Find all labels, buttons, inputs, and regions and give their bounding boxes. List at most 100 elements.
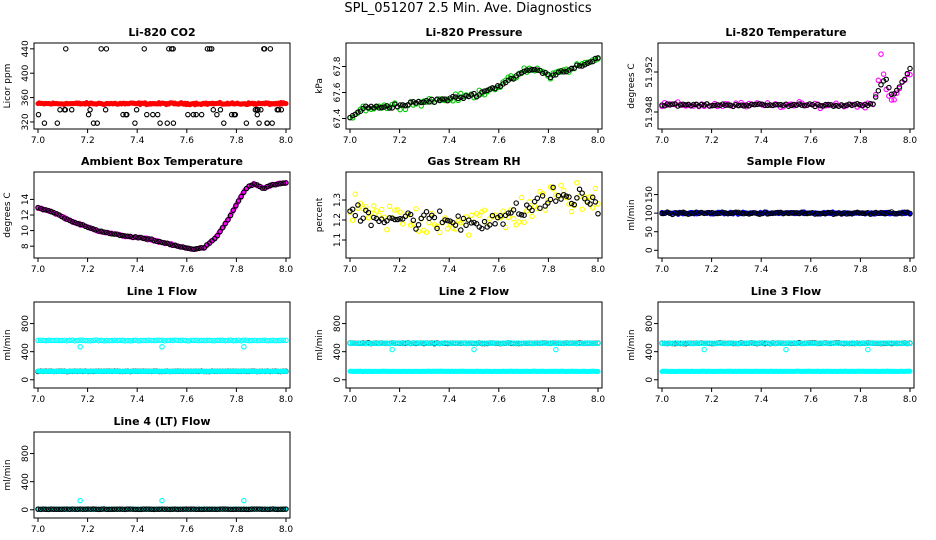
data-point-line-raw [894,340,900,347]
data-point-total [182,337,189,344]
data-point-avg [727,210,734,217]
data-point-line-raw [788,340,795,346]
data-point-line [114,506,120,512]
data-point-line [246,506,252,513]
data-point-line-raw [524,340,530,346]
data-point-line-raw [767,340,773,347]
data-point-raw [426,219,432,226]
data-point-avg [712,102,718,109]
data-point-total [114,337,120,344]
data-point-line-raw [770,340,776,347]
data-point-line [156,506,163,512]
data-point-raw [568,208,575,215]
data-point-avg [772,210,779,216]
data-point-avg [568,65,575,72]
data-point-avg [820,210,826,217]
data-point-line-raw [378,340,385,346]
data-point-avg [386,215,393,221]
data-point-raw [534,205,541,212]
data-point-raw [455,97,461,104]
data-point-avg [531,198,538,205]
data-point-line-raw [349,340,356,347]
data-point-line-raw [783,340,789,346]
data-point-avg [238,193,244,200]
data-point-line-raw [389,346,395,353]
data-point-avg [510,76,517,82]
data-point-avg [230,207,236,214]
data-point-avg [825,101,831,108]
data-point-avg [545,71,551,78]
data-point-avg [664,101,671,107]
data-point-line-raw [497,340,504,347]
data-point-line-raw [878,340,884,347]
data-point-avg [45,207,52,214]
data-point-line-raw [394,340,401,347]
data-point-line-raw [822,340,829,347]
data-point-avg [857,101,863,108]
data-point-line-raw [764,340,771,346]
data-point-line-raw [407,340,414,347]
data-point-avg [204,46,211,52]
y-tick-label: 400 [21,343,31,360]
data-point-line [188,506,194,512]
x-tick-label: 7.8 [541,136,556,146]
data-point-line [95,506,102,513]
data-point-avg [727,102,734,108]
data-point-avg [841,103,847,109]
data-point-line-raw [579,340,585,347]
data-point-avg [849,211,855,217]
x-tick-label: 8.0 [591,265,606,275]
data-point-line-raw [542,340,548,346]
data-point-total [164,337,171,344]
data-point-line-raw [400,340,406,347]
data-point-line-raw [347,340,353,346]
data-point-avg [817,102,824,109]
data-point-line [37,506,44,513]
data-point-avg [82,223,89,230]
data-point-avg [66,217,73,224]
data-point-total [196,337,202,344]
panel-ambient-box-temperature: Ambient Box Temperature 7.0 7.2 7.4 7.6 7.8 8.… [3,155,293,275]
data-point-avg [182,245,189,251]
x-tick-label: 7.2 [392,136,406,146]
data-point-avg [560,191,567,198]
data-point-total [254,337,260,344]
data-point-line [146,506,152,512]
data-point-avg [696,103,702,109]
data-point-raw [907,71,913,78]
data-point-avg [283,180,289,186]
data-point-total [153,337,160,344]
data-point-avg [696,210,702,217]
data-point-raw [510,215,517,222]
data-point-raw [458,220,464,226]
data-point-avg [489,212,496,219]
data-point-line [267,506,273,513]
x-tick-label: 7.4 [754,265,769,275]
data-point-avg [381,104,388,110]
data-point-avg [442,217,448,223]
x-tick-label: 7.8 [853,395,868,405]
data-point-line-raw [563,340,570,347]
panel-line3-flow: Line 3 Flow 7.0 7.2 7.4 7.6 7.8 8.0 0 400 800 ml/m… [627,285,917,405]
data-point-line-raw [685,340,692,346]
data-point-avg [378,216,385,222]
data-point-avg [259,185,266,191]
data-point-avg [489,85,496,91]
data-point-avg [37,205,44,212]
data-point-avg [122,233,128,239]
data-point-line-raw [730,340,736,346]
data-point-line-raw [508,340,514,346]
data-point-avg [894,87,900,94]
data-point-avg [592,199,599,205]
data-point-line-raw [841,340,847,346]
data-point-avg [88,225,94,231]
data-point-raw [894,90,900,96]
data-point-avg [899,210,905,217]
data-point-line-raw [471,346,477,353]
data-point-raw [579,206,585,212]
data-point-avg [838,210,845,217]
data-point-avg [741,210,747,217]
data-point-avg [219,224,226,231]
x-tick-label: 7.6 [180,525,195,535]
data-point-total [98,337,105,344]
